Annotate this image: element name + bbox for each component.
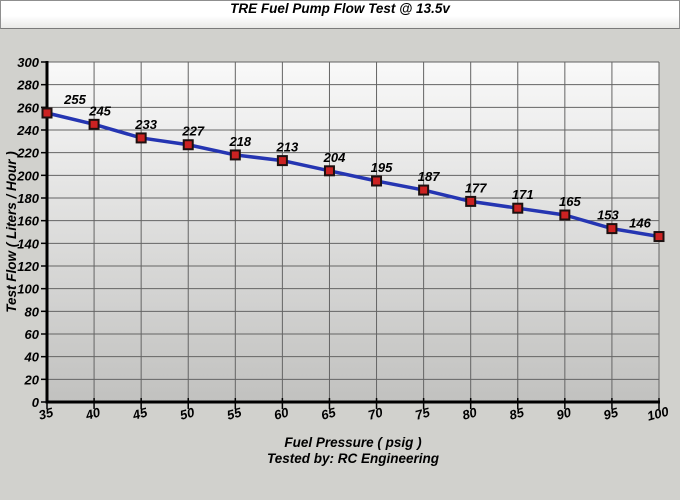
x-tick-label: 95 xyxy=(602,404,621,422)
chart-title: TRE Fuel Pump Flow Test @ 13.5v xyxy=(230,1,450,16)
data-point-marker xyxy=(653,231,665,243)
x-tick-label: 90 xyxy=(555,404,574,422)
data-point-marker xyxy=(559,209,571,221)
data-point-label: 146 xyxy=(629,216,651,231)
y-tick-label: 120 xyxy=(17,259,39,274)
y-tick-label: 180 xyxy=(17,191,39,206)
y-tick-label: 20 xyxy=(24,372,40,387)
y-tick-label: 0 xyxy=(32,395,40,410)
y-axis-title: Test Flow ( Liters / Hour ) xyxy=(4,151,19,313)
y-tick-label: 280 xyxy=(16,78,39,93)
series-line xyxy=(46,111,660,239)
data-point-marker xyxy=(606,223,618,235)
data-point-label: 227 xyxy=(181,124,204,139)
data-point-label: 213 xyxy=(276,140,299,155)
y-tick-label: 140 xyxy=(17,236,39,251)
plot-area xyxy=(47,62,659,402)
x-tick-label: 35 xyxy=(37,404,56,422)
data-point-label: 187 xyxy=(418,169,440,184)
data-point-label: 245 xyxy=(88,103,111,118)
y-tick-label: 220 xyxy=(16,146,39,161)
x-tick-label: 40 xyxy=(83,404,103,423)
chart-footer: Tested by: RC Engineering xyxy=(267,451,440,466)
x-tick-label: 65 xyxy=(319,404,338,422)
data-point-label: 218 xyxy=(228,134,251,149)
data-point-marker xyxy=(88,118,100,130)
data-point-label: 255 xyxy=(63,92,86,107)
y-tick-label: 160 xyxy=(17,214,39,229)
x-tick-label: 85 xyxy=(508,404,527,422)
x-tick-label: 55 xyxy=(225,404,244,422)
x-tick-label: 70 xyxy=(366,404,385,422)
data-point-label: 153 xyxy=(597,208,619,223)
data-point-marker xyxy=(371,175,383,187)
plot-layer: 0 20 40 60 80 100 120 140 160 180 200 220 240 260 280 3… xyxy=(16,55,671,424)
data-point-label: 195 xyxy=(371,160,393,175)
data-point-label: 204 xyxy=(323,150,346,165)
data-point-marker xyxy=(418,184,430,196)
data-point-marker xyxy=(41,107,53,119)
data-point-label: 233 xyxy=(134,117,157,132)
y-tick-label: 260 xyxy=(16,100,39,115)
data-point-marker xyxy=(465,195,477,207)
data-point-marker xyxy=(323,165,335,177)
data-point-label: 177 xyxy=(465,180,487,195)
y-tick-label: 60 xyxy=(25,327,40,342)
x-tick-label: 75 xyxy=(414,404,433,422)
data-point-marker xyxy=(512,202,524,214)
x-tick-label: 80 xyxy=(461,404,480,422)
x-tick-label: 100 xyxy=(645,403,671,423)
data-point-marker xyxy=(182,139,194,151)
data-point-label: 165 xyxy=(559,194,581,209)
x-tick-label: 45 xyxy=(130,404,150,423)
y-tick-label: 100 xyxy=(17,282,39,297)
y-tick-label: 240 xyxy=(16,123,39,138)
chart-title-box: TRE Fuel Pump Flow Test @ 13.5v xyxy=(0,0,680,29)
data-point-marker xyxy=(229,149,241,161)
data-point-label: 171 xyxy=(512,187,534,202)
data-point-marker xyxy=(276,155,288,167)
y-tick-label: 200 xyxy=(16,168,39,183)
y-tick-label: 300 xyxy=(17,55,39,70)
y-tick-label: 40 xyxy=(24,350,40,365)
x-tick-label: 60 xyxy=(272,404,291,422)
x-tick-label: 50 xyxy=(178,404,197,422)
data-point-marker xyxy=(135,132,147,144)
y-tick-label: 80 xyxy=(25,304,40,319)
x-axis-title: Fuel Pressure ( psig ) xyxy=(284,435,422,450)
